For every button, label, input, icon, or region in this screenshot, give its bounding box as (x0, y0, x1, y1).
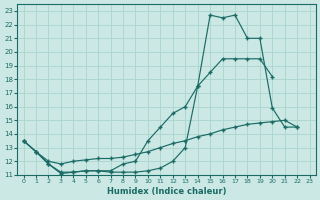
X-axis label: Humidex (Indice chaleur): Humidex (Indice chaleur) (107, 187, 226, 196)
